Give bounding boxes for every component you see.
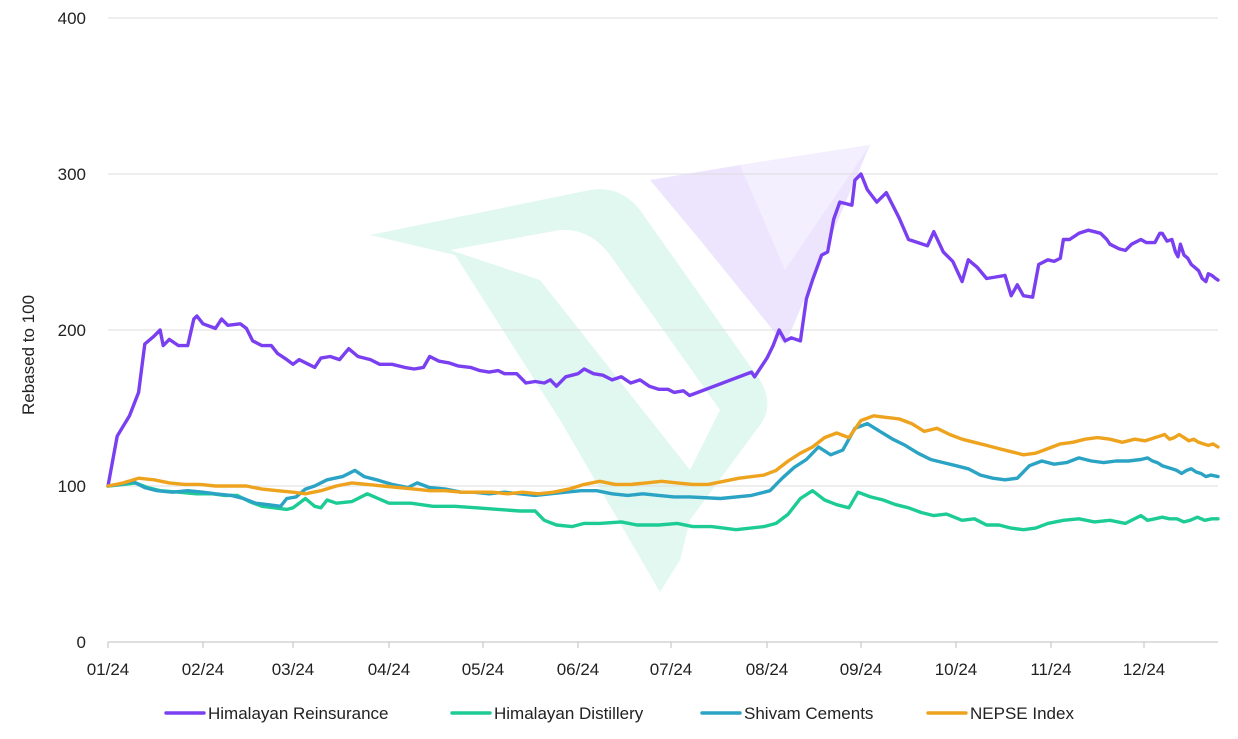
legend: Himalayan Reinsurance Himalayan Distiller…: [164, 704, 1074, 723]
y-tick-label: 400: [58, 9, 86, 28]
y-tick-label: 0: [77, 633, 86, 652]
y-tick-label: 200: [58, 321, 86, 340]
y-axis-title: Rebased to 100: [19, 295, 38, 415]
x-tick-label: 03/24: [272, 660, 315, 679]
legend-label: Himalayan Distillery: [494, 704, 644, 723]
series-lines: [106, 172, 1220, 532]
x-tick-label: 07/24: [650, 660, 693, 679]
x-tick-label: 05/24: [462, 660, 505, 679]
series-line-nepse-index: [106, 414, 1220, 496]
x-tick-label: 04/24: [368, 660, 411, 679]
series-line-himalayan-reinsurance: [106, 172, 1220, 488]
x-tick-label: 09/24: [840, 660, 883, 679]
watermark-logo: [370, 145, 870, 592]
legend-label: Himalayan Reinsurance: [208, 704, 388, 723]
x-tick-label: 06/24: [557, 660, 600, 679]
x-tick-label: 10/24: [935, 660, 978, 679]
y-tick-label: 100: [58, 477, 86, 496]
x-tick-label: 11/24: [1030, 660, 1071, 679]
axes: 0 100 200 300 400 01/24 02/24 03/24 04/24 05/24 06…: [58, 9, 1218, 679]
series-line-shivam-cements: [106, 421, 1220, 508]
x-tick-label: 01/24: [87, 660, 130, 679]
x-tick-label: 02/24: [182, 660, 225, 679]
gridlines: [108, 17, 1218, 487]
y-tick-label: 300: [58, 165, 86, 184]
x-tick-label: 12/24: [1123, 660, 1166, 679]
x-tick-label: 08/24: [746, 660, 789, 679]
series-line-himalayan-distillery: [106, 481, 1220, 532]
legend-label: Shivam Cements: [744, 704, 873, 723]
legend-label: NEPSE Index: [970, 704, 1074, 723]
